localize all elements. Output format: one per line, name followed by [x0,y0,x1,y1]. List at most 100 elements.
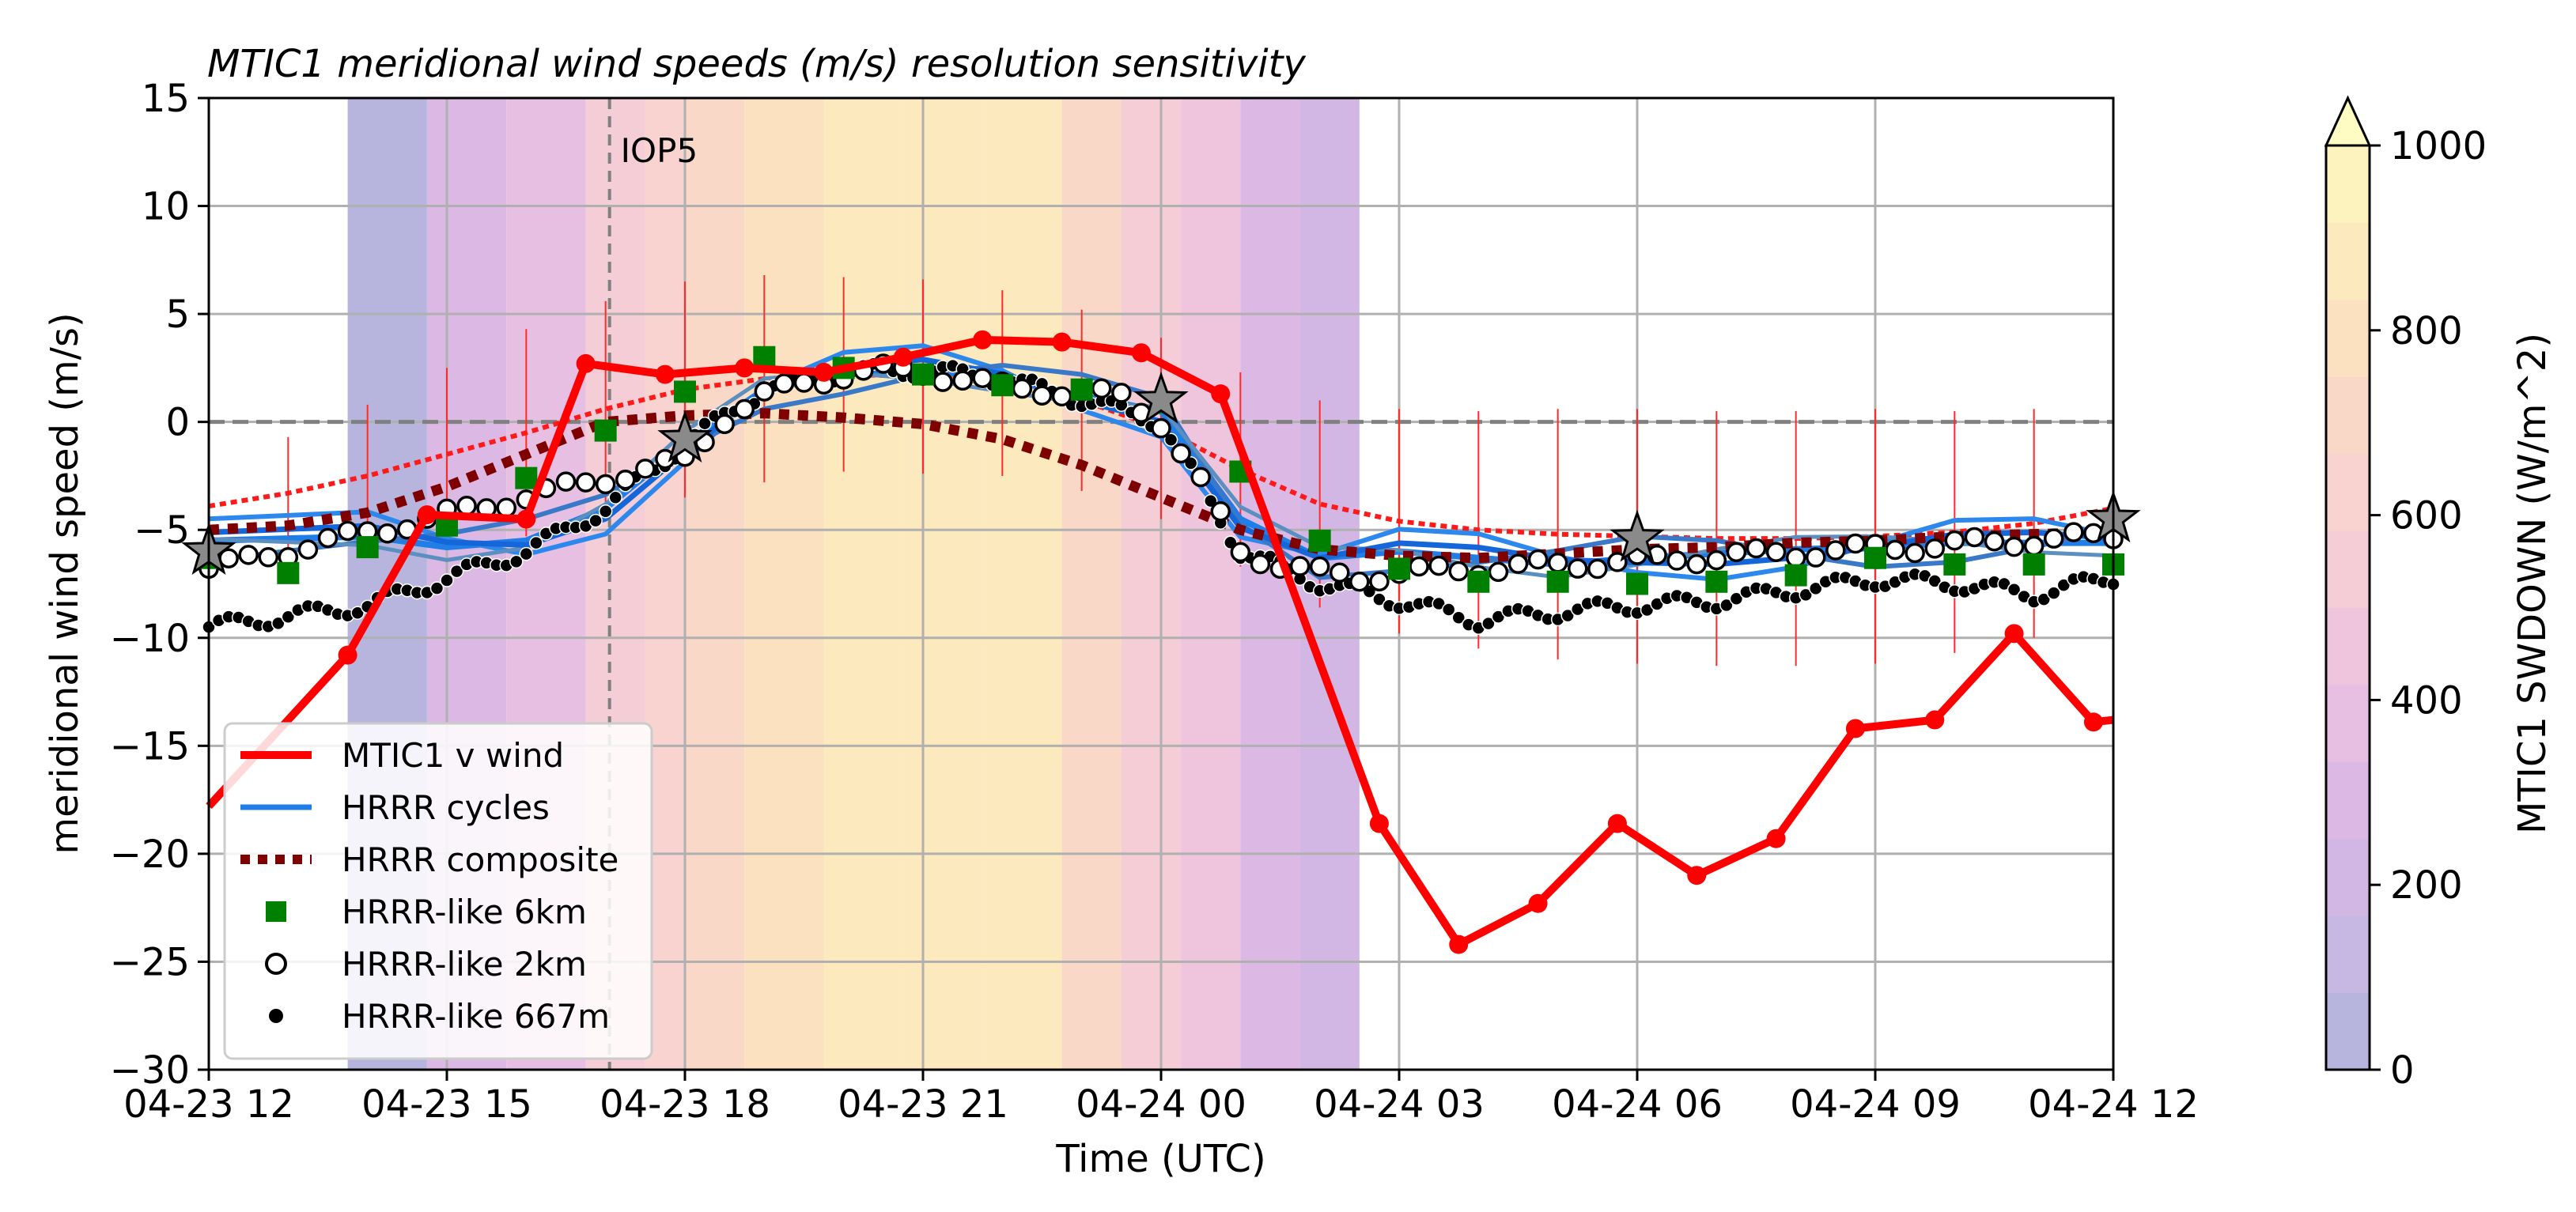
colorbar-segment [2326,916,2370,994]
legend: MTIC1 v wind HRRR cycles HRRR composite … [223,722,653,1060]
marker-2km [496,497,516,518]
marker-2km [1944,530,1965,551]
marker-667m [1481,616,1496,631]
swdown-band [902,98,983,1070]
marker-667m [2007,582,2022,597]
marker-2km [1825,540,1846,561]
marker-2km [595,474,616,495]
v-wind-marker [576,353,596,373]
marker-2km [1448,561,1469,582]
marker-667m [350,606,365,620]
colorbar-segment [2326,376,2370,455]
marker-6km [277,561,300,584]
colorbar-segment [2326,838,2370,916]
marker-667m [1809,581,1823,596]
marker-6km [2022,553,2045,576]
marker-667m [1560,608,1575,623]
v-wind-marker [1369,814,1389,833]
marker-667m [2056,578,2071,592]
marker-667m [519,546,534,561]
legend-swatch-2km [265,953,287,975]
legend-label-667m: HRRR-like 667m [342,997,610,1036]
x-tick-label: 04-24 00 [1076,1082,1246,1127]
marker-2km [2003,536,2025,557]
marker-2km [774,373,795,394]
marker-667m [2047,586,2061,600]
marker-2km [2063,522,2084,542]
marker-6km [1308,529,1331,552]
marker-2km [2023,535,2045,557]
marker-2km [1210,501,1231,522]
star-marker [657,410,713,463]
marker-6km [1705,570,1728,593]
marker-2km [952,370,973,391]
swdown-band [1121,98,1182,1070]
v-wind-line [206,335,2114,949]
marker-6km [1388,557,1410,580]
colorbar-tick-label: 1000 [2390,124,2487,168]
colorbar: 1000 800 600 400 200 0 [2324,95,2487,1093]
marker-2km [1151,417,1171,439]
v-wind-marker [516,509,536,529]
v-wind-marker [814,362,834,382]
legend-label-hrrr-cycles: HRRR cycles [342,788,550,827]
marker-667m [698,416,712,431]
v-wind-marker [2004,624,2024,644]
colorbar-segment [2326,761,2370,840]
marker-667m [429,581,444,595]
marker-2km [714,413,735,435]
marker-667m [588,513,603,528]
marker-2km [1031,385,1053,406]
marker-2km [1785,547,1806,568]
v-wind-marker [655,364,675,384]
v-wind-marker [735,358,755,378]
marker-2km [1507,553,1529,574]
marker-2km [635,459,656,479]
v-wind-marker [973,330,993,349]
x-axis: 04-23 12 04-23 15 04-23 18 04-23 21 04-24 00… [123,1070,2199,1127]
marker-2km [1726,542,1747,563]
chart-title: MTIC1 meridional wind speeds (m/s) resol… [207,42,1306,86]
y-tick-label: −25 [110,940,190,984]
x-axis-label: Time (UTC) [1055,1137,1265,1181]
marker-6km [912,363,934,386]
y-tick-label: 5 [165,293,190,337]
colorbar-segment [2326,992,2370,1070]
marker-2km [1349,571,1370,592]
marker-667m [271,616,286,631]
marker-667m [2037,592,2051,606]
marker-2km [1527,549,1549,570]
swdown-band [982,98,1062,1070]
marker-667m [1163,432,1178,447]
marker-6km [1467,570,1490,593]
x-tick-label: 04-24 09 [1790,1082,1961,1127]
marker-2km [1706,549,1727,571]
star-marker [1610,509,1665,562]
colorbar-tick-label: 800 [2390,309,2463,353]
marker-2km [456,496,477,516]
y-tick-label: −10 [110,617,190,661]
v-wind-marker [417,505,437,525]
marker-6km [1070,378,1093,401]
marker-667m [1432,596,1446,611]
marker-6km [1784,564,1807,587]
y-tick-label: 0 [165,401,190,445]
marker-667m [1451,610,1466,625]
v-wind-marker [1131,343,1151,363]
marker-2km [932,372,953,392]
legend-label-2km: HRRR-like 2km [342,945,587,984]
marker-2km [615,469,636,490]
colorbar-label: MTIC1 SWDOWN (W/m^2) [2510,333,2555,834]
y-tick-label: −5 [134,508,190,553]
marker-6km [1546,570,1569,593]
y-tick-label: −20 [110,833,190,877]
marker-2km [1488,561,1509,583]
colorbar-tick-label: 200 [2390,863,2463,908]
swdown-shading [347,98,1360,1070]
marker-2km [575,472,596,493]
x-tick-label: 04-24 06 [1552,1082,1723,1127]
marker-667m [1441,602,1456,617]
y-axis: 15 10 5 0 −5 −10 −15 −20 −25 −30 [110,77,209,1093]
marker-2km [1012,378,1033,399]
y-tick-label: −30 [110,1048,190,1093]
